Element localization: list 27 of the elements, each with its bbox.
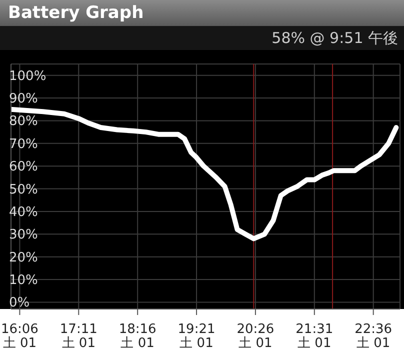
y-tick-label: 20% (9, 250, 38, 266)
chart-title: Battery Graph (0, 0, 404, 26)
x-tick-label: 19:21 (178, 322, 216, 337)
chart-subtitle: 58% @ 9:51 午後 (0, 26, 404, 50)
y-tick-label: 50% (9, 182, 38, 198)
text: 土 01 (2, 336, 37, 351)
y-tick-label: 30% (9, 228, 38, 243)
x-tick-label: 16:06 (0, 322, 38, 337)
text: 土 01 (120, 336, 154, 351)
x-tick-label: 18:16 (118, 322, 156, 337)
x-tick-label: 20:26 (236, 322, 274, 337)
text: 土 01 (180, 336, 214, 351)
text: 土 01 (298, 336, 332, 351)
x-tick-label: 17:11 (60, 322, 98, 337)
x-tick-label: 21:31 (296, 322, 334, 337)
y-tick-label: 90% (9, 92, 38, 107)
y-tick-label: 40% (9, 204, 38, 220)
text: 土 01 (62, 336, 96, 351)
y-tick-label: 10% (9, 273, 38, 288)
y-tick-label: 70% (9, 136, 38, 152)
y-tick-label: 100% (9, 68, 46, 84)
y-tick-label: 80% (9, 114, 38, 130)
x-tick-label: 22:36 (354, 322, 392, 337)
text: 土 01 (356, 336, 390, 351)
y-tick-label: 0% (9, 296, 30, 311)
y-tick-label: 60% (9, 160, 38, 175)
text: 土 01 (238, 336, 272, 351)
